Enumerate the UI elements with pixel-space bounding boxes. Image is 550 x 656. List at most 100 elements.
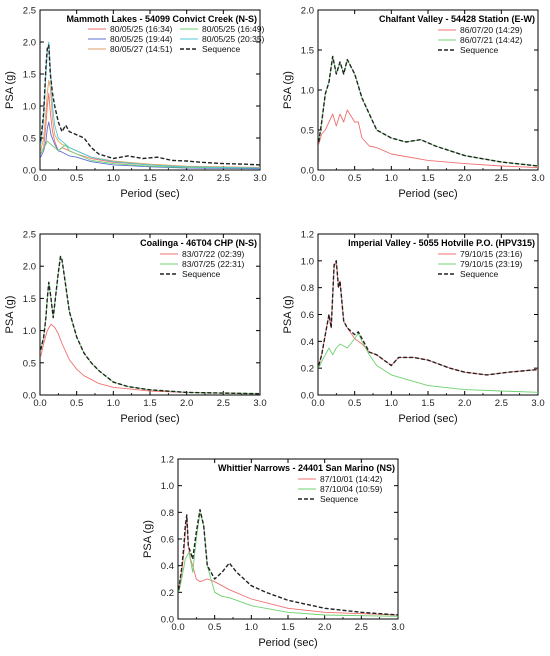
x-tick-label: 0.5 bbox=[208, 622, 221, 633]
series-line-4 bbox=[40, 140, 261, 169]
legend: 87/10/01 (14:42)87/10/04 (10:59)Sequence bbox=[298, 474, 383, 504]
x-tick-label: 2.5 bbox=[355, 622, 368, 633]
y-tick-label: 1.5 bbox=[301, 46, 314, 57]
y-tick-label: 0.0 bbox=[301, 391, 314, 402]
y-tick-label: 2.0 bbox=[23, 262, 36, 273]
x-tick-label: 3.0 bbox=[253, 173, 266, 184]
series-line-3 bbox=[318, 260, 539, 376]
y-tick-label: 0.5 bbox=[23, 358, 36, 369]
x-axis-label: Period (sec) bbox=[120, 188, 179, 200]
x-tick-label: 0.5 bbox=[70, 398, 83, 409]
x-tick-label: 1.0 bbox=[107, 173, 120, 184]
y-tick-label: 0.5 bbox=[23, 134, 36, 145]
y-tick-label: 0.0 bbox=[23, 391, 36, 402]
x-tick-label: 2.5 bbox=[495, 173, 508, 184]
series-line-1 bbox=[318, 109, 539, 169]
x-tick-label: 2.5 bbox=[495, 398, 508, 409]
legend-label: 83/07/25 (22:31) bbox=[182, 259, 245, 269]
legend-label: 80/05/25 (20:35) bbox=[202, 34, 265, 44]
y-tick-label: 1.0 bbox=[23, 102, 36, 113]
x-tick-label: 0.0 bbox=[33, 173, 46, 184]
x-tick-label: 3.0 bbox=[253, 398, 266, 409]
y-tick-label: 0.2 bbox=[161, 588, 174, 599]
x-tick-label: 0.0 bbox=[311, 173, 324, 184]
chart-title: Whittier Narrows - 24401 San Marino (NS) bbox=[218, 463, 395, 473]
x-tick-label: 0.0 bbox=[33, 398, 46, 409]
series-line-6 bbox=[40, 44, 261, 166]
y-tick-label: 2.5 bbox=[23, 230, 36, 241]
chart-title: Mammoth Lakes - 54099 Convict Creek (N-S… bbox=[66, 14, 257, 24]
series-line-2 bbox=[178, 511, 399, 617]
y-axis-label: PSA (g) bbox=[282, 71, 294, 109]
chart-title: Coalinga - 46T04 CHP (N-S) bbox=[140, 238, 257, 248]
chart-panel-3: 0.0 0.5 1.0 1.5 2.0 2.5 3.0 0.0 0.5 1.0 1.5 2.0 2.5 P… bbox=[4, 230, 267, 426]
legend-label: Sequence bbox=[320, 494, 359, 504]
y-tick-label: 1.5 bbox=[23, 70, 36, 81]
x-tick-label: 1.0 bbox=[245, 622, 258, 633]
y-axis-label: PSA (g) bbox=[4, 71, 16, 109]
chart-title: Chalfant Valley - 54428 Station (E-W) bbox=[379, 14, 535, 24]
x-tick-label: 2.5 bbox=[217, 173, 230, 184]
legend: 83/07/22 (02:39)83/07/25 (22:31)Sequence bbox=[160, 249, 245, 279]
y-tick-label: 1.2 bbox=[301, 230, 314, 241]
legend-label: 79/10/15 (23:16) bbox=[460, 249, 523, 259]
x-tick-label: 0.5 bbox=[348, 398, 361, 409]
y-axis-label: PSA (g) bbox=[142, 520, 154, 558]
legend-label: Sequence bbox=[202, 44, 241, 54]
legend-label: 86/07/21 (14:42) bbox=[460, 35, 523, 45]
x-tick-label: 3.0 bbox=[531, 173, 544, 184]
y-tick-label: 0.6 bbox=[301, 310, 314, 321]
x-tick-label: 1.0 bbox=[107, 398, 120, 409]
series-line-1 bbox=[178, 514, 399, 616]
series-line-2 bbox=[318, 55, 539, 167]
y-tick-label: 0.4 bbox=[301, 337, 314, 348]
x-tick-label: 2.0 bbox=[458, 173, 471, 184]
chart-panel-4: 0.0 0.5 1.0 1.5 2.0 2.5 3.0 0.0 0.2 0.4 0.6 0.8 1.0 1… bbox=[282, 230, 545, 426]
x-tick-label: 3.0 bbox=[531, 398, 544, 409]
y-tick-label: 0.4 bbox=[161, 561, 174, 572]
y-tick-label: 1.0 bbox=[301, 86, 314, 97]
legend-label: 80/05/25 (16:34) bbox=[110, 24, 173, 34]
series-line-2 bbox=[318, 332, 539, 393]
legend-label: 80/05/25 (16:49) bbox=[202, 24, 265, 34]
x-tick-label: 0.0 bbox=[311, 398, 324, 409]
legend-label: 87/10/01 (14:42) bbox=[320, 474, 383, 484]
x-tick-label: 1.5 bbox=[143, 398, 156, 409]
legend: 86/07/20 (14:29)86/07/21 (14:42)Sequence bbox=[438, 25, 523, 55]
y-tick-label: 0.6 bbox=[161, 535, 174, 546]
series-line-3 bbox=[40, 79, 261, 168]
x-tick-label: 3.0 bbox=[391, 622, 404, 633]
x-tick-label: 0.5 bbox=[70, 173, 83, 184]
y-tick-label: 0.2 bbox=[301, 364, 314, 375]
chart-title: Imperial Valley - 5055 Hotville P.O. (HP… bbox=[348, 238, 535, 248]
y-tick-label: 0.0 bbox=[23, 166, 36, 177]
y-tick-label: 1.0 bbox=[301, 256, 314, 267]
x-tick-label: 1.5 bbox=[421, 173, 434, 184]
chart-panel-1: 0.0 0.5 1.0 1.5 2.0 2.5 3.0 0.0 0.5 1.0 1.5 2.0 2.5 P… bbox=[4, 6, 267, 201]
y-tick-label: 1.0 bbox=[161, 481, 174, 492]
x-tick-label: 1.0 bbox=[385, 173, 398, 184]
x-tick-label: 1.5 bbox=[281, 622, 294, 633]
legend-label: 83/07/22 (02:39) bbox=[182, 249, 245, 259]
legend: 80/05/25 (16:34)80/05/25 (19:44)80/05/27… bbox=[88, 24, 265, 54]
legend-label: 87/10/04 (10:59) bbox=[320, 484, 383, 494]
y-tick-label: 1.5 bbox=[23, 294, 36, 305]
series-line-5 bbox=[40, 41, 261, 169]
y-tick-label: 1.0 bbox=[23, 326, 36, 337]
y-tick-label: 0.8 bbox=[161, 508, 174, 519]
x-tick-label: 0.5 bbox=[348, 173, 361, 184]
legend-label: 79/10/15 (23:19) bbox=[460, 259, 523, 269]
y-tick-label: 2.0 bbox=[23, 38, 36, 49]
x-tick-label: 1.5 bbox=[421, 398, 434, 409]
y-tick-label: 0.0 bbox=[301, 166, 314, 177]
series-line-3 bbox=[318, 55, 539, 167]
series-line-1 bbox=[318, 260, 539, 376]
legend-label: Sequence bbox=[460, 45, 499, 55]
x-tick-label: 2.5 bbox=[217, 398, 230, 409]
x-tick-label: 2.0 bbox=[458, 398, 471, 409]
y-axis-label: PSA (g) bbox=[4, 296, 16, 334]
series-line-2 bbox=[40, 121, 261, 170]
series-line-3 bbox=[178, 509, 399, 616]
y-tick-label: 2.5 bbox=[23, 6, 36, 17]
y-tick-label: 0.0 bbox=[161, 615, 174, 626]
